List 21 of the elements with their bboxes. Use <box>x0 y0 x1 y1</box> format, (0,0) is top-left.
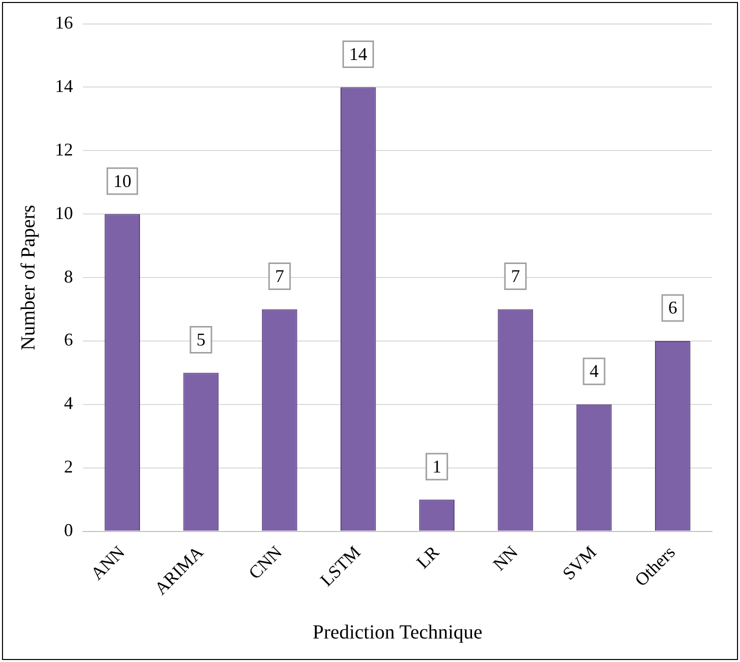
y-tick-label: 4 <box>64 393 73 414</box>
data-label: 7 <box>275 266 284 286</box>
x-tick-label: LR <box>412 542 443 572</box>
y-tick-label: 16 <box>55 12 73 33</box>
data-label: 14 <box>349 44 368 64</box>
data-label: 6 <box>668 298 678 318</box>
data-label: 4 <box>590 361 599 382</box>
data-label: 1 <box>432 456 442 476</box>
y-tick-label: 12 <box>55 139 73 160</box>
y-tick-label: 10 <box>55 202 73 223</box>
y-tick-label: 8 <box>64 266 73 286</box>
y-tick-label: 0 <box>64 520 73 540</box>
y-axis-title: Number of Papers <box>17 204 40 350</box>
x-axis-title: Prediction Technique <box>312 621 483 644</box>
y-tick-label: 2 <box>64 456 73 477</box>
y-tick-label: 14 <box>55 76 73 96</box>
y-tick-label: 6 <box>64 330 73 350</box>
data-label: 5 <box>196 329 206 350</box>
x-tick-label: NN <box>489 542 522 574</box>
data-label: 10 <box>113 170 132 191</box>
data-label: 7 <box>510 266 520 286</box>
